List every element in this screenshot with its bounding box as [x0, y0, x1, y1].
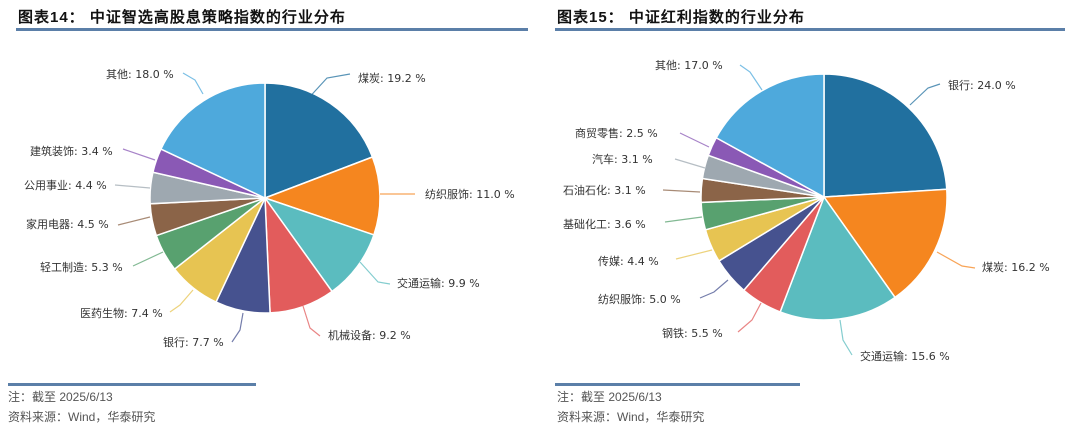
- pie-slice: [779, 195, 897, 321]
- chart-title: 图表15： 中证红利指数的行业分布: [557, 9, 805, 26]
- slice-label: 煤炭: 19.2 %: [358, 72, 426, 85]
- pie-slice: [823, 73, 948, 198]
- pie-chart-1: 煤炭: 19.2 % 纺织服饰: 11.0 % 交通运输: 9.9 % 机械设备: 9…: [24, 68, 515, 349]
- chart-source: 资料来源：Wind，华泰研究: [557, 410, 705, 424]
- slice-label: 机械设备: 9.2 %: [328, 328, 411, 342]
- footer-divider: [8, 383, 256, 386]
- label-leader-line: [675, 249, 713, 260]
- slice-label: 医药生物: 7.4 %: [80, 306, 163, 320]
- slice-label: 轻工制造: 5.3 %: [40, 260, 123, 274]
- label-leader-line: [302, 305, 321, 337]
- slice-label: 银行: 7.7 %: [163, 335, 224, 349]
- pie-slice: [822, 188, 948, 299]
- label-leader-line: [182, 72, 204, 95]
- chart-note: 注：截至 2025/6/13: [8, 390, 113, 404]
- slice-label: 汽车: 3.1 %: [592, 152, 653, 166]
- slice-label: 其他: 17.0 %: [655, 59, 723, 72]
- pie-slice: [159, 82, 266, 200]
- slice-label: 煤炭: 16.2 %: [982, 261, 1050, 274]
- pie-slice: [263, 196, 375, 293]
- pie-chart-2: 银行: 24.0 % 煤炭: 16.2 % 交通运输: 15.6 % 钢铁: 5.5 …: [563, 59, 1050, 363]
- slice-label: 钢铁: 5.5 %: [662, 327, 723, 340]
- slice-label: 其他: 18.0 %: [106, 68, 174, 81]
- slice-label: 纺织服饰: 11.0 %: [425, 187, 515, 201]
- title-divider: [555, 28, 1065, 31]
- chart-note: 注：截至 2025/6/13: [557, 390, 662, 404]
- label-leader-line: [839, 319, 853, 356]
- chart-title: 图表14： 中证智选高股息策略指数的行业分布: [18, 9, 346, 26]
- label-leader-line: [936, 251, 976, 269]
- label-leader-line: [679, 132, 710, 148]
- slice-label: 家用电器: 4.5 %: [26, 217, 109, 231]
- label-leader-line: [114, 184, 151, 189]
- slice-label: 建筑装饰: 3.4 %: [30, 144, 113, 158]
- label-leader-line: [674, 158, 706, 169]
- pie-slice: [264, 82, 374, 200]
- label-leader-line: [664, 216, 703, 223]
- label-leader-line: [359, 261, 391, 285]
- label-leader-line: [737, 302, 762, 333]
- slice-label: 基础化工: 3.6 %: [563, 217, 646, 231]
- label-leader-line: [117, 216, 151, 226]
- slice-label: 传媒: 4.4 %: [598, 255, 659, 268]
- slice-label: 交通运输: 15.6 %: [860, 349, 950, 363]
- label-leader-line: [739, 64, 763, 91]
- title-divider: [16, 28, 528, 31]
- slice-label: 纺织服饰: 5.0 %: [598, 292, 681, 306]
- slice-label: 交通运输: 9.9 %: [397, 276, 480, 290]
- slice-label: 银行: 24.0 %: [948, 78, 1016, 92]
- label-leader-line: [909, 83, 941, 106]
- chart-panel-15: 图表15： 中证红利指数的行业分布 注：截至 2025/6/13 资料来源：Wi…: [555, 0, 1080, 435]
- label-leader-line: [122, 148, 156, 161]
- label-leader-line: [231, 312, 244, 343]
- label-leader-line: [132, 251, 164, 267]
- slice-label: 商贸零售: 2.5 %: [575, 126, 658, 140]
- label-leader-line: [304, 73, 351, 103]
- label-leader-line: [662, 189, 701, 193]
- slice-label: 石油石化: 3.1 %: [563, 183, 646, 197]
- pie-slice: [262, 156, 381, 236]
- slice-label: 公用事业: 4.4 %: [24, 179, 107, 192]
- pie-slice: [715, 73, 825, 199]
- chart-panel-14: 图表14： 中证智选高股息策略指数的行业分布 注：截至 2025/6/13 资料…: [8, 9, 528, 424]
- chart-source: 资料来源：Wind，华泰研究: [8, 410, 156, 424]
- footer-divider: [555, 383, 800, 386]
- label-leader-line: [699, 279, 729, 299]
- label-leader-line: [169, 289, 194, 313]
